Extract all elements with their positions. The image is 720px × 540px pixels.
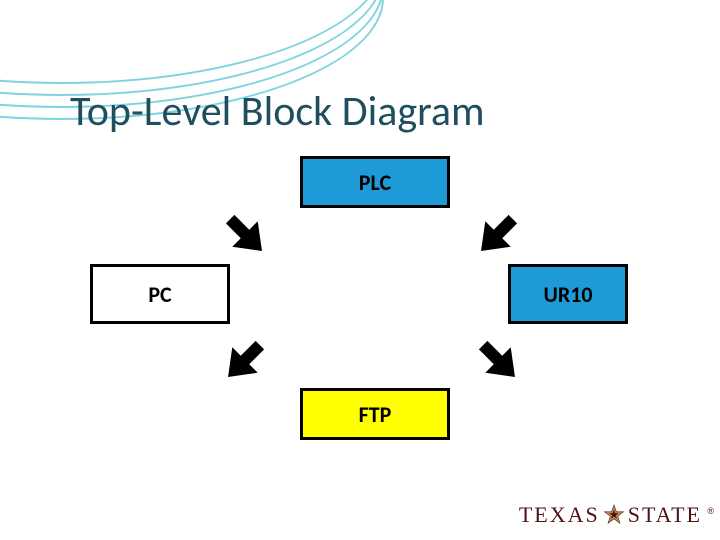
logo-texas-state: TEXAS STATE xyxy=(519,502,702,528)
block-ftp: FTP xyxy=(300,388,450,440)
block-diagram: PLC PC UR10 FTP xyxy=(90,150,630,470)
block-ftp-label: FTP xyxy=(359,401,392,428)
slide-root: Top-Level Block Diagram PLC PC UR10 FTP … xyxy=(0,0,720,540)
logo-text-part2: STATE xyxy=(628,502,702,528)
block-ur10: UR10 xyxy=(508,264,628,324)
page-title: Top-Level Block Diagram xyxy=(70,86,485,137)
arrow-pc-ftp xyxy=(203,318,288,403)
block-plc-label: PLC xyxy=(359,169,391,196)
block-ur10-label: UR10 xyxy=(543,281,592,308)
block-pc-label: PC xyxy=(148,281,171,308)
block-pc: PC xyxy=(90,264,230,324)
registered-mark: ® xyxy=(707,506,714,516)
logo-text-part1: TEXAS xyxy=(519,502,600,528)
star-icon xyxy=(603,504,625,526)
arrow-ftp-ur10 xyxy=(456,318,541,403)
block-plc: PLC xyxy=(300,156,450,208)
